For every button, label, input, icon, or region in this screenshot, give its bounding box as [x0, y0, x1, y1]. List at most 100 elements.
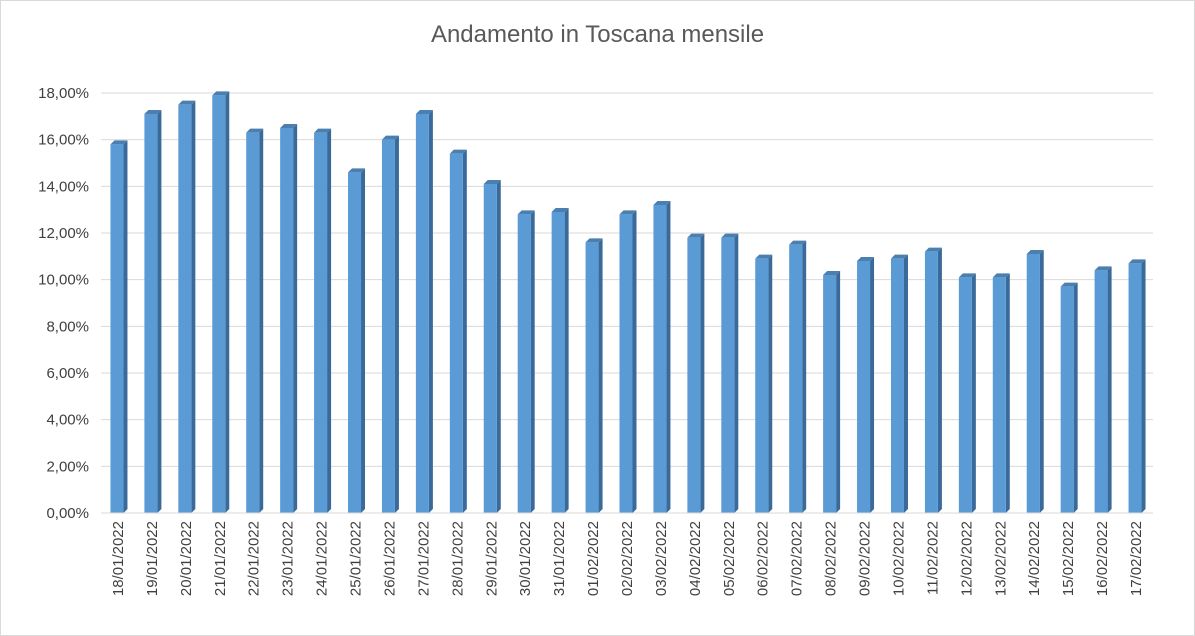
bar-front: [348, 172, 362, 514]
bar-side: [1005, 273, 1010, 513]
bar-top: [1094, 266, 1112, 271]
bar-front: [280, 128, 294, 513]
x-tick-label: 14/02/2022: [1026, 521, 1043, 596]
bar-top: [483, 180, 501, 184]
bar-front: [653, 205, 667, 513]
bar: [653, 201, 671, 513]
bar-top: [585, 238, 603, 243]
bar-top: [144, 110, 162, 114]
bar-side: [870, 257, 875, 513]
bar-side: [462, 149, 467, 513]
bar-front: [755, 258, 769, 513]
bar-front: [992, 277, 1006, 513]
y-tick-label: 4,00%: [46, 412, 89, 429]
bar-front: [314, 132, 328, 513]
bar: [415, 110, 433, 513]
x-tick-label: 29/01/2022: [483, 521, 500, 596]
x-tick-label: 02/02/2022: [619, 521, 636, 596]
x-tick-label: 23/01/2022: [280, 521, 297, 596]
bar-top: [924, 247, 942, 252]
x-tick-label: 18/01/2022: [110, 521, 127, 596]
bar-front: [483, 184, 497, 513]
bar-side: [496, 180, 501, 513]
bar: [246, 128, 264, 513]
bar: [585, 238, 603, 514]
bar: [924, 247, 942, 513]
bar-front: [857, 261, 871, 513]
x-tick-label: 21/01/2022: [212, 521, 229, 596]
bar-top: [314, 128, 332, 133]
bar-side: [157, 110, 162, 513]
bar-side: [530, 210, 535, 514]
bar-top: [721, 233, 739, 238]
x-tick-label: 11/02/2022: [924, 521, 941, 595]
bar-front: [890, 258, 904, 513]
y-tick-label: 2,00%: [46, 458, 89, 475]
bar-side: [768, 254, 773, 513]
bar: [890, 254, 908, 513]
x-tick-label: 06/02/2022: [755, 521, 772, 596]
bar-top: [653, 201, 671, 205]
bar-top: [992, 273, 1010, 278]
x-tick-label: 07/02/2022: [789, 521, 806, 596]
bar-front: [178, 104, 192, 514]
bar-side: [225, 91, 230, 513]
bar-side: [802, 240, 807, 513]
bar-front: [1026, 254, 1040, 513]
bar-front: [415, 114, 429, 513]
bar-top: [415, 110, 433, 114]
bar-top: [1060, 282, 1078, 287]
x-tick-label: 25/01/2022: [348, 521, 365, 596]
x-tick-label: 01/02/2022: [585, 521, 602, 596]
bar-top: [280, 124, 298, 128]
y-tick-label: 12,00%: [38, 225, 89, 242]
bar-side: [666, 201, 671, 513]
bar-side: [1107, 266, 1112, 513]
bar-side: [428, 110, 433, 513]
x-tick-label: 09/02/2022: [857, 521, 874, 596]
bar: [212, 91, 230, 513]
bar: [551, 208, 569, 513]
bar-top: [517, 210, 535, 215]
bar: [483, 180, 501, 513]
y-tick-label: 18,00%: [38, 85, 89, 102]
y-tick-label: 8,00%: [46, 318, 89, 335]
x-tick-label: 12/02/2022: [958, 521, 975, 596]
bar-top: [246, 128, 264, 133]
x-tick-label: 05/02/2022: [721, 521, 738, 596]
bar-top: [958, 273, 976, 278]
bar: [144, 110, 162, 513]
bar-top: [178, 100, 196, 105]
bar-front: [687, 237, 701, 513]
bar: [517, 210, 535, 514]
x-tick-label: 27/01/2022: [415, 521, 432, 596]
bar-top: [551, 208, 569, 212]
bar-top: [857, 257, 875, 261]
bar-side: [327, 128, 332, 513]
bar-side: [903, 254, 908, 513]
y-axis-ticks: 0,00% 2,00% 4,00% 6,00% 8,00% 10,00% 12,00% 14,…: [38, 85, 89, 522]
bar-top: [110, 140, 128, 145]
bar: [381, 135, 399, 513]
bar-front: [1128, 263, 1142, 513]
bar-side: [836, 271, 841, 513]
bar: [1094, 266, 1112, 513]
bar-side: [564, 208, 569, 513]
x-tick-label: 16/02/2022: [1094, 521, 1111, 596]
x-tick-label: 24/01/2022: [314, 521, 331, 596]
x-tick-label: 22/01/2022: [246, 521, 263, 596]
bar-top: [619, 210, 637, 215]
bar-front: [551, 212, 565, 513]
chart-title: Andamento in Toscana mensile: [430, 21, 765, 48]
x-tick-label: 13/02/2022: [992, 521, 1009, 596]
bar-front: [110, 144, 124, 514]
bar-side: [191, 100, 196, 514]
x-tick-label: 28/01/2022: [449, 521, 466, 596]
x-tick-label: 03/02/2022: [653, 521, 670, 596]
bar-top: [381, 135, 399, 140]
bar-top: [449, 149, 467, 154]
bar: [857, 257, 875, 513]
bar-side: [361, 168, 366, 514]
bar-side: [700, 233, 705, 513]
